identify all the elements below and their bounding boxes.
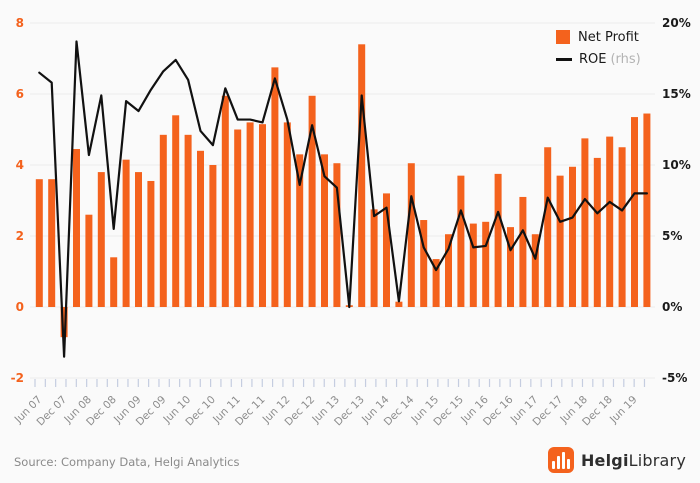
legend-item-net-profit: Net Profit xyxy=(556,26,641,48)
chart-footer: Source: Company Data, Helgi Analytics He… xyxy=(0,445,700,475)
net-profit-bar xyxy=(135,172,142,307)
net-profit-bar xyxy=(172,115,180,307)
brand-name-rest: Library xyxy=(628,450,686,470)
y-axis-label-right: 10% xyxy=(662,158,691,172)
brand-name: HelgiLibrary xyxy=(581,451,686,470)
brand-name-bold: Helgi xyxy=(580,450,629,470)
y-axis-label-right: 5% xyxy=(662,229,682,243)
legend-item-roe: ROE (rhs) xyxy=(556,48,641,70)
net-profit-bar xyxy=(494,173,502,307)
net-profit-bar xyxy=(383,193,390,307)
net-profit-bar xyxy=(85,214,93,307)
y-axis-label-right: 0% xyxy=(662,300,682,314)
net-profit-bar xyxy=(407,163,415,307)
net-profit-bar xyxy=(544,147,552,307)
net-profit-bar xyxy=(581,138,589,307)
bar-chart-logo-icon xyxy=(547,447,574,473)
net-profit-bar xyxy=(48,179,56,307)
net-profit-bar xyxy=(606,136,614,307)
net-profit-bar xyxy=(283,122,291,308)
net-profit-bar xyxy=(184,134,192,307)
net-profit-bar xyxy=(110,257,118,307)
net-profit-bar xyxy=(296,154,304,307)
y-axis-label-left: -2 xyxy=(11,371,24,385)
net-profit-bar xyxy=(73,149,80,307)
y-axis-label-right: -5% xyxy=(662,371,687,385)
y-axis-label-left: 0 xyxy=(16,300,24,314)
chart-legend: Net Profit ROE (rhs) xyxy=(556,26,641,70)
net-profit-bar xyxy=(122,159,130,307)
net-profit-bar xyxy=(246,122,254,308)
net-profit-swatch-icon xyxy=(556,30,570,44)
net-profit-bar xyxy=(569,166,576,307)
net-profit-bar xyxy=(420,220,428,307)
net-profit-bar xyxy=(531,234,539,307)
net-profit-bar xyxy=(631,117,638,307)
net-profit-bar xyxy=(482,221,490,307)
legend-label-net-profit: Net Profit xyxy=(578,29,639,45)
net-profit-bar xyxy=(234,129,242,307)
net-profit-bar xyxy=(221,95,229,308)
net-profit-bar xyxy=(556,175,564,307)
x-axis-label: Jun 19 xyxy=(607,394,640,427)
y-axis-label-left: 6 xyxy=(16,87,24,101)
net-profit-bar xyxy=(519,196,527,307)
net-profit-bar xyxy=(445,234,452,307)
net-profit-bar xyxy=(593,157,601,307)
net-profit-bar xyxy=(197,150,204,307)
net-profit-bar xyxy=(60,307,68,338)
net-profit-bar xyxy=(618,147,626,307)
net-profit-bar xyxy=(35,179,43,307)
source-note: Source: Company Data, Helgi Analytics xyxy=(14,455,240,469)
net-profit-bar xyxy=(259,124,266,307)
roe-line-swatch-icon xyxy=(556,57,572,61)
y-axis-label-left: 8 xyxy=(16,16,24,30)
net-profit-bar xyxy=(271,67,279,307)
net-profit-bar xyxy=(333,163,341,307)
net-profit-bar xyxy=(308,95,316,308)
legend-suffix-rhs: (rhs) xyxy=(610,51,641,67)
y-axis-label-left: 2 xyxy=(16,229,24,243)
net-profit-bar xyxy=(358,44,366,308)
y-axis-label-right: 15% xyxy=(662,87,691,101)
net-profit-bar xyxy=(395,301,403,307)
net-profit-bar xyxy=(209,165,217,307)
net-profit-bar xyxy=(432,259,440,307)
net-profit-bar xyxy=(147,180,155,307)
net-profit-bar xyxy=(321,154,328,307)
net-profit-bar xyxy=(457,175,465,307)
y-axis-label-right: 20% xyxy=(662,16,691,30)
net-profit-bar xyxy=(159,134,167,307)
net-profit-bar xyxy=(370,209,378,307)
roe-line xyxy=(38,40,649,358)
net-profit-bar xyxy=(507,227,514,307)
helgi-library-logo: HelgiLibrary xyxy=(547,447,686,473)
legend-label-roe: ROE xyxy=(579,51,607,67)
net-profit-bar xyxy=(643,113,651,308)
net-profit-bar xyxy=(97,172,105,307)
net-profit-bar xyxy=(469,223,477,307)
y-axis-label-left: 4 xyxy=(16,158,24,172)
